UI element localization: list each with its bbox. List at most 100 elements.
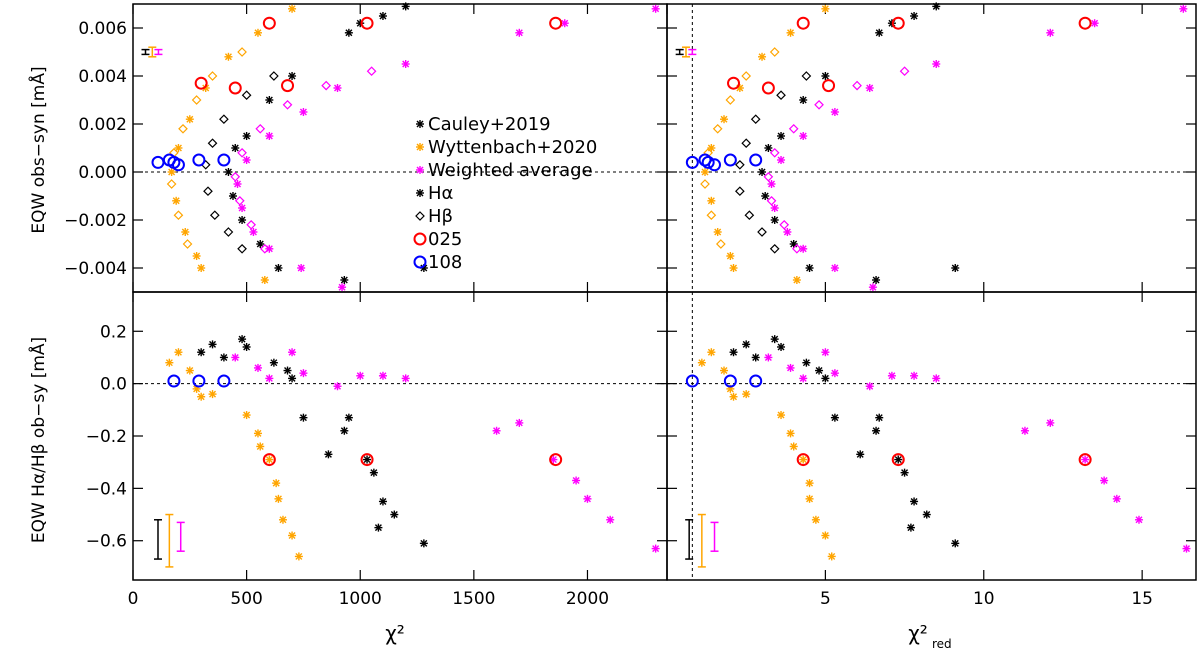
point-top-right-2-10 [729, 264, 738, 272]
point-bottom-right-2-7 [910, 371, 919, 380]
x-tick-label-bottom-right-2: 10 [973, 589, 995, 609]
point-top-left-1-3 [207, 138, 218, 149]
point-top-right-1-4 [735, 159, 745, 170]
model-108-top-left-4 [192, 153, 206, 167]
point-bottom-left-2-14-d2 [606, 516, 614, 524]
point-top-left-5-5 [230, 171, 241, 182]
point-top-right-1-0 [801, 71, 812, 81]
point-top-right-4-0 [1179, 4, 1188, 13]
point-top-left-4-3 [401, 60, 410, 68]
series-top-right-3 [700, 47, 780, 249]
point-bottom-left-0-0 [197, 348, 206, 357]
point-top-left-2-5-d2 [174, 144, 182, 152]
point-top-left-5-2 [282, 99, 293, 110]
point-bottom-left-2-14 [606, 515, 615, 524]
point-top-left-4-10 [249, 228, 258, 236]
point-bottom-right-1-14 [827, 552, 836, 561]
point-top-right-0-12-d2 [806, 264, 814, 272]
error-bar-bottom-right-1 [697, 513, 706, 568]
point-bottom-right-2-15-d2 [1183, 545, 1190, 553]
point-bottom-right-2-11-d2 [1081, 456, 1089, 464]
point-bottom-left-1-13 [288, 531, 297, 540]
point-bottom-left-1-0-d2 [165, 359, 173, 367]
point-top-left-2-3-d2 [202, 84, 210, 92]
point-bottom-left-0-0-d2 [197, 348, 205, 356]
point-bottom-right-2-4 [830, 369, 839, 378]
point-top-left-0-11-d2 [256, 240, 264, 248]
point-top-right-2-7-d2 [707, 197, 715, 205]
point-bottom-right-0-8 [830, 413, 839, 422]
legend-symbol-1 [416, 143, 424, 151]
point-top-right-2-2 [758, 52, 767, 61]
point-bottom-right-0-17-d2 [951, 539, 959, 547]
series-top-right-0 [758, 2, 960, 284]
point-top-right-4-1-d2 [1091, 19, 1099, 27]
point-bottom-left-0-5-d2 [270, 359, 278, 367]
point-bottom-left-2-15-d2 [652, 545, 660, 553]
point-top-left-3-6 [173, 210, 184, 221]
panels-group: −0.004 −0.002 0.000 0.002 0.004 0.006 0 500 1000… [64, 2, 1197, 609]
point-bottom-left-1-10-d2 [272, 479, 280, 487]
point-bottom-left-0-2 [219, 353, 228, 362]
point-bottom-right-1-14-d2 [828, 552, 836, 560]
point-top-left-0-7-d2 [231, 144, 239, 152]
model-108-top-right-4 [723, 153, 737, 167]
model-025-top-right-0 [727, 76, 741, 90]
series-bottom-left-1 [165, 348, 303, 561]
point-top-left-4-13 [338, 283, 347, 292]
legend-symbol-0 [416, 120, 424, 128]
point-bottom-right-0-13-d2 [901, 469, 909, 477]
point-bottom-right-2-2-d2 [799, 374, 807, 382]
point-bottom-left-0-8 [299, 413, 308, 422]
point-bottom-right-2-7-d2 [910, 372, 918, 380]
error-bar-bottom-right-2 [710, 521, 719, 552]
point-bottom-right-1-4-d2 [730, 393, 738, 401]
series-top-left-1 [200, 71, 279, 254]
point-top-right-4-7 [777, 156, 786, 164]
series-top-right-4 [767, 4, 1188, 292]
point-top-right-4-7-d2 [777, 156, 785, 164]
point-top-left-1-7 [223, 227, 234, 237]
point-top-left-1-2 [219, 114, 229, 125]
legend-label-3: Hα [428, 183, 453, 204]
point-top-left-4-0 [651, 4, 660, 13]
point-bottom-right-1-7-d2 [787, 429, 795, 437]
point-top-right-4-10 [783, 228, 792, 236]
point-bottom-right-0-1 [742, 340, 751, 349]
point-bottom-left-1-11-d2 [274, 495, 282, 503]
point-top-left-3-7 [182, 239, 193, 249]
point-top-left-3-0 [237, 47, 247, 57]
point-bottom-left-1-8 [256, 442, 265, 451]
point-top-right-1-8 [769, 243, 780, 254]
point-bottom-right-1-12-d2 [812, 516, 820, 524]
point-bottom-right-0-5 [802, 358, 811, 367]
error-bar-bottom-left-0 [153, 519, 162, 560]
point-bottom-right-0-5-d2 [802, 359, 810, 367]
error-bar-top-right-0 [675, 48, 684, 56]
point-bottom-right-2-0-d2 [764, 353, 772, 361]
error-bar-bottom-left-1 [165, 513, 174, 568]
model-025-top-right-2 [796, 16, 810, 30]
point-top-left-5-1 [321, 80, 331, 91]
plot-frame-bottom-left [132, 291, 668, 581]
point-bottom-left-2-6-d2 [356, 372, 364, 380]
point-top-right-2-9 [726, 252, 735, 260]
point-top-right-0-4-d2 [821, 72, 829, 80]
point-top-left-4-9-d2 [238, 204, 246, 212]
point-top-right-2-11 [792, 276, 801, 284]
x-axis-label-right-main: χ² [908, 621, 928, 645]
point-top-left-5-0 [366, 66, 377, 77]
point-bottom-right-1-2 [720, 366, 729, 375]
point-bottom-left-1-2 [185, 366, 194, 375]
point-bottom-right-1-8-d2 [790, 442, 798, 450]
point-bottom-right-2-9 [1020, 426, 1029, 435]
point-bottom-right-0-10 [872, 426, 881, 435]
point-top-left-0-6 [242, 132, 251, 140]
model-108-bottom-left-1 [192, 374, 206, 388]
point-top-right-3-3 [712, 123, 723, 134]
point-bottom-right-0-4-d2 [777, 343, 785, 351]
point-bottom-right-0-6 [815, 366, 824, 375]
legend-label-4: Hβ [428, 206, 453, 227]
point-top-right-5-3 [788, 123, 799, 134]
legend-item-3: Hα [416, 183, 453, 204]
